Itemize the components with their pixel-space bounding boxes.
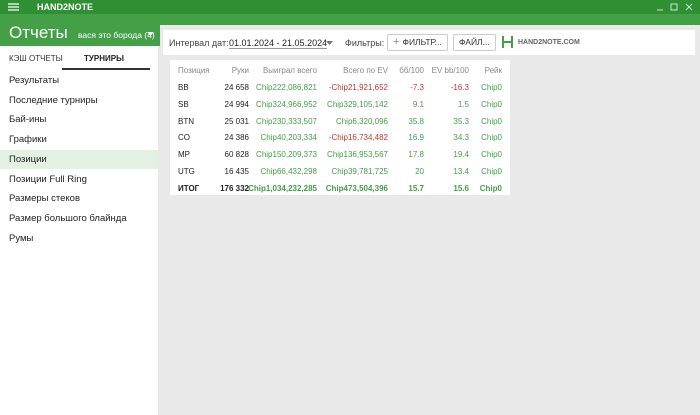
page-title: Отчеты — [9, 23, 68, 42]
table-cell: UTG — [178, 167, 195, 176]
table-cell: 25 031 — [224, 116, 249, 126]
table-cell: Chip136,953,567 — [327, 150, 388, 160]
table-cell: 60 828 — [224, 150, 249, 160]
table-cell: 16 435 — [224, 167, 249, 176]
table-cell: Chip39,781,725 — [331, 167, 389, 176]
file-button[interactable]: ФАЙЛ... — [453, 34, 496, 51]
table-cell: SB — [178, 99, 189, 109]
date-range[interactable]: 01.01.2024 - 21.05.2024 — [229, 38, 328, 49]
column-header[interactable]: Выиграл всего — [262, 66, 317, 75]
sidebar — [0, 46, 158, 415]
table-cell: Chip40,203,334 — [260, 133, 318, 143]
table-cell: -7.3 — [410, 83, 424, 92]
column-header[interactable]: Позиция — [178, 66, 210, 75]
menu-item[interactable]: Размер большого блайнда — [9, 212, 127, 224]
menu-item[interactable]: Бай-ины — [9, 114, 47, 126]
table-cell: Chip230,333,507 — [256, 116, 317, 126]
table-cell: 35.8 — [408, 116, 424, 126]
table-cell: 24 994 — [224, 99, 249, 109]
dropdown-arrow — [147, 32, 154, 36]
table-cell: 15.7 — [408, 183, 424, 193]
table-cell: 9.1 — [412, 99, 424, 109]
table-cell: Chip0 — [481, 83, 502, 92]
header-band — [0, 14, 700, 25]
table-cell: BTN — [178, 116, 194, 126]
table-cell: 35.3 — [453, 116, 469, 126]
table-cell: -16.3 — [450, 83, 469, 92]
window-controls[interactable] — [655, 2, 697, 12]
table-cell: 16.9 — [408, 133, 424, 143]
menu-item[interactable]: Графики — [9, 134, 47, 146]
table-cell: Chip0 — [481, 150, 502, 160]
tab-underline — [62, 68, 150, 70]
menu-icon[interactable] — [7, 2, 21, 12]
table-cell: Chip329,105,142 — [327, 99, 388, 109]
app-title: HAND2NOTE — [37, 2, 94, 12]
table-cell: Chip222,086,821 — [256, 83, 317, 92]
logo-icon — [502, 36, 513, 48]
table-cell: 34.3 — [453, 133, 469, 143]
menu-item[interactable]: Результаты — [9, 75, 60, 86]
column-header[interactable]: Рейк — [484, 66, 502, 75]
table-cell: ИТОГ — [178, 183, 200, 193]
column-header[interactable]: EV bb/100 — [431, 66, 469, 75]
title-bar — [0, 0, 700, 14]
page-header — [0, 14, 160, 46]
filter-button[interactable]: + ФИЛЬТР... — [387, 34, 448, 51]
table-cell: 17.8 — [408, 150, 424, 160]
filters-label: Фильтры: — [345, 38, 385, 48]
menu-item[interactable]: Последние турниры — [9, 94, 98, 106]
table-cell: Chip0 — [481, 133, 502, 143]
table-cell: MP — [178, 150, 190, 160]
logo: HAND2NOTE.COM — [518, 39, 580, 46]
table-cell: -Chip16,734,482 — [328, 133, 388, 143]
table-cell: 1.5 — [457, 99, 469, 109]
table-cell: -Chip21,921,652 — [328, 83, 388, 92]
table-card — [170, 60, 510, 195]
table-cell: Chip0 — [481, 167, 502, 176]
menu-selection — [0, 150, 158, 169]
tab-active[interactable]: ТУРНИРЫ — [84, 54, 124, 63]
menu-item[interactable]: Позиции — [9, 153, 47, 165]
table-cell: Chip0 — [479, 183, 502, 193]
column-header[interactable]: Всего по EV — [343, 66, 388, 75]
table-cell: 24 386 — [224, 133, 249, 143]
table-cell: 176 332 — [220, 183, 249, 193]
table-cell: Chip66,432,298 — [260, 167, 318, 176]
table-cell: BB — [178, 83, 189, 92]
table-cell: Chip0 — [481, 116, 502, 126]
tab[interactable]: КЭШ ОТЧЕТЫ — [9, 54, 63, 63]
column-header[interactable]: Руки — [231, 66, 249, 75]
table-cell: Chip6,320,096 — [335, 116, 388, 126]
table-cell: Chip150,209,373 — [256, 150, 317, 160]
table-cell: CO — [178, 133, 190, 143]
column-header[interactable]: бб/100 — [399, 66, 424, 75]
table-cell: 13.4 — [453, 167, 469, 176]
menu-item[interactable]: Размеры стеков — [9, 193, 80, 205]
date-label: Интервал дат: — [169, 38, 229, 48]
table-cell: Chip473,504,396 — [325, 183, 388, 193]
user-selector[interactable]: вася это борода (4) — [78, 30, 155, 40]
table-cell: 19.4 — [453, 150, 469, 160]
dropdown-arrow — [326, 41, 333, 45]
table-cell: 15.6 — [453, 183, 469, 193]
table-cell: Chip324,966,952 — [256, 99, 317, 109]
menu-item[interactable]: Позиции Full Ring — [9, 173, 87, 185]
filter-button-text: ФИЛЬТР... — [402, 37, 442, 47]
table-cell: Chip1,034,232,285 — [248, 183, 317, 193]
table-cell: 20 — [415, 167, 424, 176]
menu-item[interactable]: Румы — [9, 232, 34, 244]
table-cell: 24 658 — [224, 83, 249, 92]
table-cell: Chip0 — [481, 99, 502, 109]
